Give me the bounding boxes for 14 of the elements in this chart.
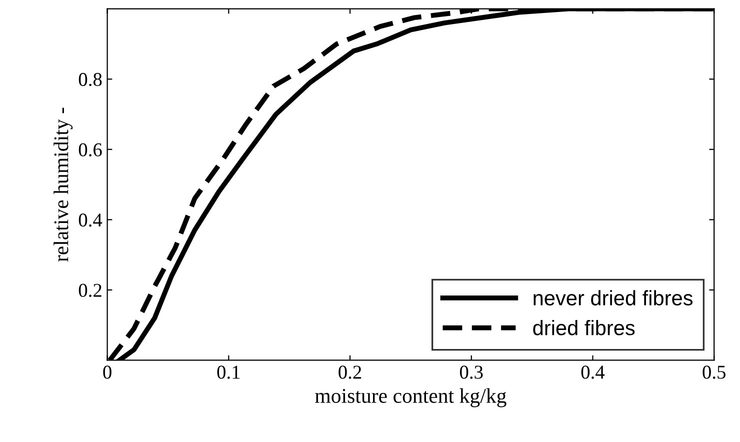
y-axis-title: relative humidity - [54, 108, 73, 262]
y-tick-label: 0.8 [78, 72, 102, 86]
legend-label: never dried fibres [534, 290, 693, 306]
x-tick-label: 0.3 [460, 366, 483, 379]
y-tick-label: 0.4 [78, 213, 102, 227]
y-tick-label: 0.6 [78, 143, 102, 156]
x-tick-label: 0 [103, 366, 112, 379]
x-tick-label: 0.2 [338, 366, 362, 379]
x-tick-label: 0.4 [581, 366, 605, 379]
x-tick-label: 0.1 [217, 366, 240, 379]
legend-label: dried fibres [533, 320, 635, 336]
x-axis-title: moisture content kg/kg [315, 388, 506, 408]
x-tick-label: 0.5 [702, 366, 726, 379]
y-tick-label: 0.2 [78, 284, 102, 297]
